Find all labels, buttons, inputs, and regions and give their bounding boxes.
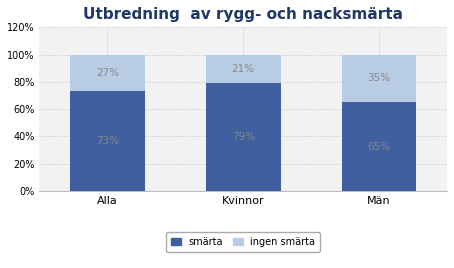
Text: 35%: 35% [368, 73, 391, 83]
Text: 79%: 79% [232, 132, 255, 142]
Bar [70, 55, 145, 91]
Bar [206, 55, 281, 83]
Bar [342, 102, 416, 191]
Text: 65%: 65% [368, 142, 391, 152]
Text: 27%: 27% [96, 68, 119, 78]
Bar [342, 55, 416, 102]
Bar [206, 83, 281, 191]
Legend: smärta, ingen smärta: smärta, ingen smärta [166, 232, 320, 252]
Title: Utbredning  av rygg- och nacksmärta: Utbredning av rygg- och nacksmärta [83, 7, 403, 22]
Text: 73%: 73% [96, 136, 119, 146]
Bar [70, 91, 145, 191]
Text: 21%: 21% [232, 64, 255, 74]
